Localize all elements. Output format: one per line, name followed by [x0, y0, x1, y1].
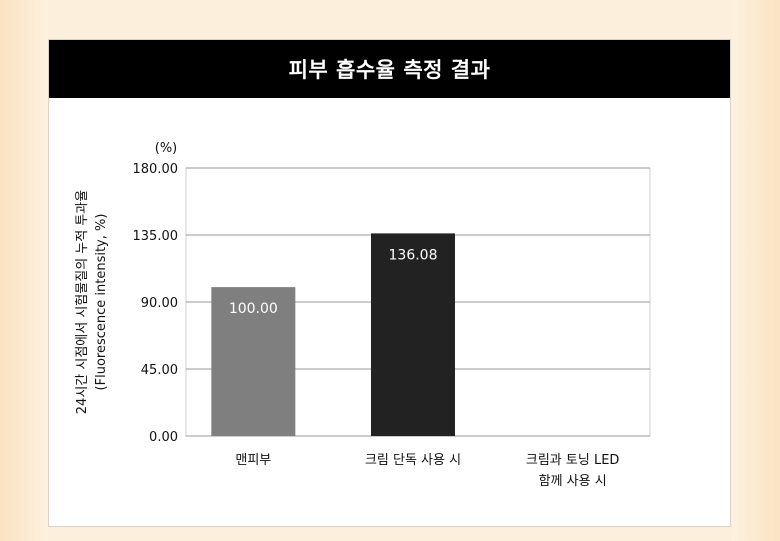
y-axis-title-line2: (Fluorescence intensity, %) [94, 214, 109, 391]
y-tick-label: 0.00 [149, 430, 178, 445]
bar [371, 233, 455, 436]
y-tick-label: 90.00 [141, 296, 178, 311]
category-label-line2: 함께 사용 시 [539, 474, 607, 489]
bar-value-label: 136.08 [389, 247, 438, 263]
y-axis-title: 24시간 시점에서 시험물질의 누적 투과율 (Fluorescence int… [75, 190, 109, 414]
y-axis-title-line1: 24시간 시점에서 시험물질의 누적 투과율 [75, 190, 90, 414]
result-card: 피부 흡수율 측정 결과 [48, 39, 731, 527]
category-label: 크림과 토닝 LED [526, 453, 620, 468]
card-title: 피부 흡수율 측정 결과 [49, 40, 730, 98]
y-tick-label: 45.00 [141, 363, 178, 378]
bar [211, 287, 296, 436]
y-unit-label: (%) [155, 141, 178, 156]
bar-value-label: 100.00 [229, 301, 278, 317]
category-label: 크림 단독 사용 시 [365, 453, 461, 468]
y-tick-label: 180.00 [133, 162, 179, 177]
y-tick-label: 135.00 [133, 229, 179, 244]
right-background-panel [732, 0, 780, 541]
category-label: 맨피부 [235, 453, 271, 468]
left-background-panel [0, 0, 48, 541]
